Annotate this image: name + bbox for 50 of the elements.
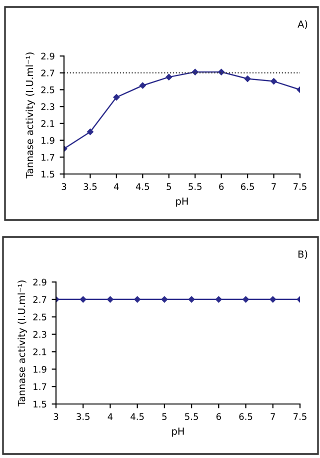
y-tick-label: 2.7 xyxy=(41,70,54,76)
y-tick-label: 2.7 xyxy=(33,296,46,303)
y-tick-label: 1.9 xyxy=(34,366,46,373)
x-tick-label: 7.5 xyxy=(294,183,306,190)
y-tick-label: 2.9 xyxy=(33,278,46,286)
point xyxy=(192,68,198,76)
y-tick-label: 2.3 xyxy=(33,331,46,338)
point xyxy=(87,128,94,136)
point xyxy=(244,76,251,82)
x-tick-label: 7.5 xyxy=(294,413,306,420)
x-tick-label: 3 xyxy=(54,413,58,420)
x-tick-label: 4 xyxy=(108,413,113,420)
x-tick-label: 3.5 xyxy=(76,413,90,420)
x-axis-title: pH xyxy=(172,428,184,437)
y-tick-label: 1.7 xyxy=(34,383,46,390)
y-tick-label: 2.1 xyxy=(41,120,54,127)
y-tick-label: 1.7 xyxy=(42,154,54,161)
x-axis-title: pH xyxy=(176,198,188,207)
chart-title: B) xyxy=(298,250,308,259)
x-tick-label: 7 xyxy=(270,413,275,420)
x-tick-label: 5 xyxy=(166,183,171,190)
y-axis-title: Tannase activity (I.U.ml⁻¹) xyxy=(18,280,28,406)
x-tick-label: 3 xyxy=(62,183,66,190)
x-tick-label: 4 xyxy=(114,183,119,190)
x-tick-label: 5 xyxy=(162,413,167,420)
x-tick-label: 6.5 xyxy=(239,413,252,420)
y-tick-label: 1.5 xyxy=(34,400,46,408)
x-tick-label: 4.5 xyxy=(136,183,150,190)
x-tick-label: 6 xyxy=(216,413,221,420)
x-tick-label: 4.5 xyxy=(130,413,144,420)
x-tick-label: 5.5 xyxy=(185,413,198,420)
x-tick-label: 6.5 xyxy=(241,183,254,190)
point xyxy=(270,78,277,84)
y-tick-label: 2.1 xyxy=(33,348,46,356)
chart-title: A) xyxy=(298,20,308,29)
y-axis-title: Tannase activity (I.U.ml⁻¹) xyxy=(26,52,36,178)
x-tick-label: 3.5 xyxy=(84,183,97,190)
y-tick-label: 2.5 xyxy=(41,86,54,94)
x-tick-label: 7 xyxy=(272,183,276,190)
x-tick-label: 6 xyxy=(219,183,224,190)
y-tick-label: 2.5 xyxy=(33,314,46,320)
y-tick-label: 1.5 xyxy=(42,170,54,178)
point xyxy=(140,82,146,89)
y-tick-label: 1.9 xyxy=(42,137,54,144)
point xyxy=(218,68,224,76)
x-tick-label: 5.5 xyxy=(188,183,202,190)
y-tick-label: 2.3 xyxy=(41,103,54,110)
y-tick-label: 2.9 xyxy=(41,52,54,60)
point xyxy=(113,94,120,100)
point xyxy=(166,74,172,80)
